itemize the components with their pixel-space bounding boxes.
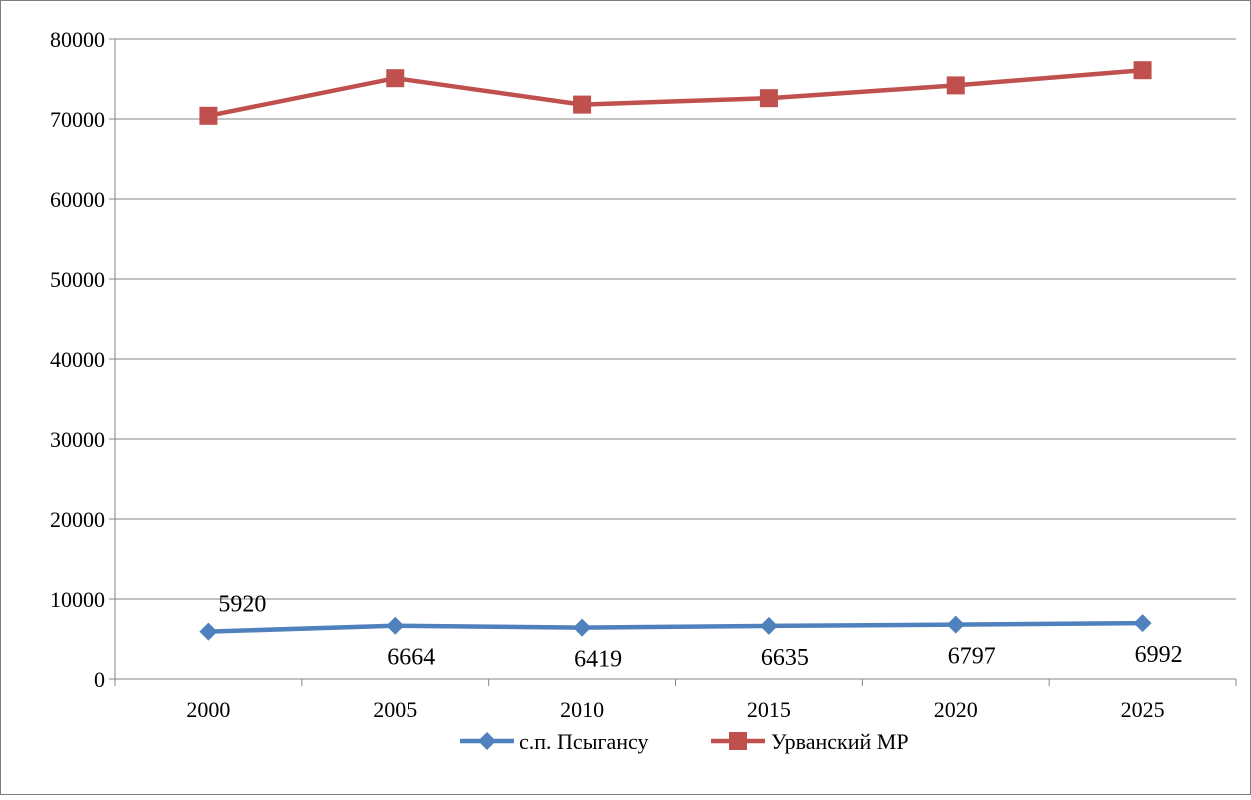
data-label: 6992 — [1135, 642, 1183, 668]
data-label: 6664 — [387, 645, 435, 671]
data-point-square — [759, 89, 778, 108]
x-tick-label: 2025 — [1121, 697, 1165, 722]
data-point-diamond — [478, 732, 496, 750]
legend-item: с.п. Псыгансу — [460, 729, 649, 754]
data-point-square — [573, 95, 592, 114]
data-label: 6419 — [574, 647, 622, 673]
data-point-diamond — [199, 622, 218, 641]
axis-layer: 0 10000 20000 30000 40000 50000 60000 70000 8000… — [50, 27, 1237, 722]
data-point-square — [199, 106, 218, 125]
legend-label: с.п. Псыгансу — [519, 729, 649, 754]
data-point-square — [729, 732, 747, 750]
series-0 — [199, 614, 1152, 641]
data-label-layer: 5920 6664 6419 6635 6797 6992 — [218, 592, 1182, 673]
y-tick-label: 20000 — [50, 507, 105, 532]
series-line — [207, 67, 1143, 119]
data-point-square — [1133, 61, 1152, 80]
legend-label: Урванский МР — [771, 729, 909, 754]
grid-layer — [115, 38, 1236, 600]
data-point-diamond — [573, 618, 592, 637]
series-layer — [199, 61, 1152, 641]
data-point-diamond — [386, 616, 405, 635]
data-point-diamond — [946, 615, 965, 634]
y-tick-label: 0 — [94, 667, 105, 692]
data-point-square — [946, 76, 965, 95]
y-tick-label: 60000 — [50, 187, 105, 212]
legend: с.п. Псыгансу Урванский МР — [460, 729, 909, 754]
data-label: 5920 — [218, 592, 266, 618]
y-tick-label: 40000 — [50, 347, 105, 372]
data-point-diamond — [1133, 614, 1152, 633]
x-tick-label: 2005 — [373, 697, 417, 722]
y-tick-label: 50000 — [50, 267, 105, 292]
y-tick-label: 70000 — [50, 107, 105, 132]
data-point-square — [386, 69, 405, 88]
data-point-diamond — [759, 616, 778, 635]
y-tick-label: 30000 — [50, 427, 105, 452]
x-tick-label: 2010 — [560, 697, 604, 722]
x-tick-label: 2000 — [186, 697, 230, 722]
data-label: 6797 — [948, 644, 996, 670]
x-tick-label: 2015 — [747, 697, 791, 722]
y-tick-label: 80000 — [50, 27, 105, 52]
legend-item: Урванский МР — [711, 729, 909, 754]
series-line — [208, 620, 1143, 634]
x-tick-label: 2020 — [934, 697, 978, 722]
data-label: 6635 — [761, 645, 809, 671]
series-1 — [199, 61, 1152, 125]
y-tick-label: 10000 — [50, 587, 105, 612]
